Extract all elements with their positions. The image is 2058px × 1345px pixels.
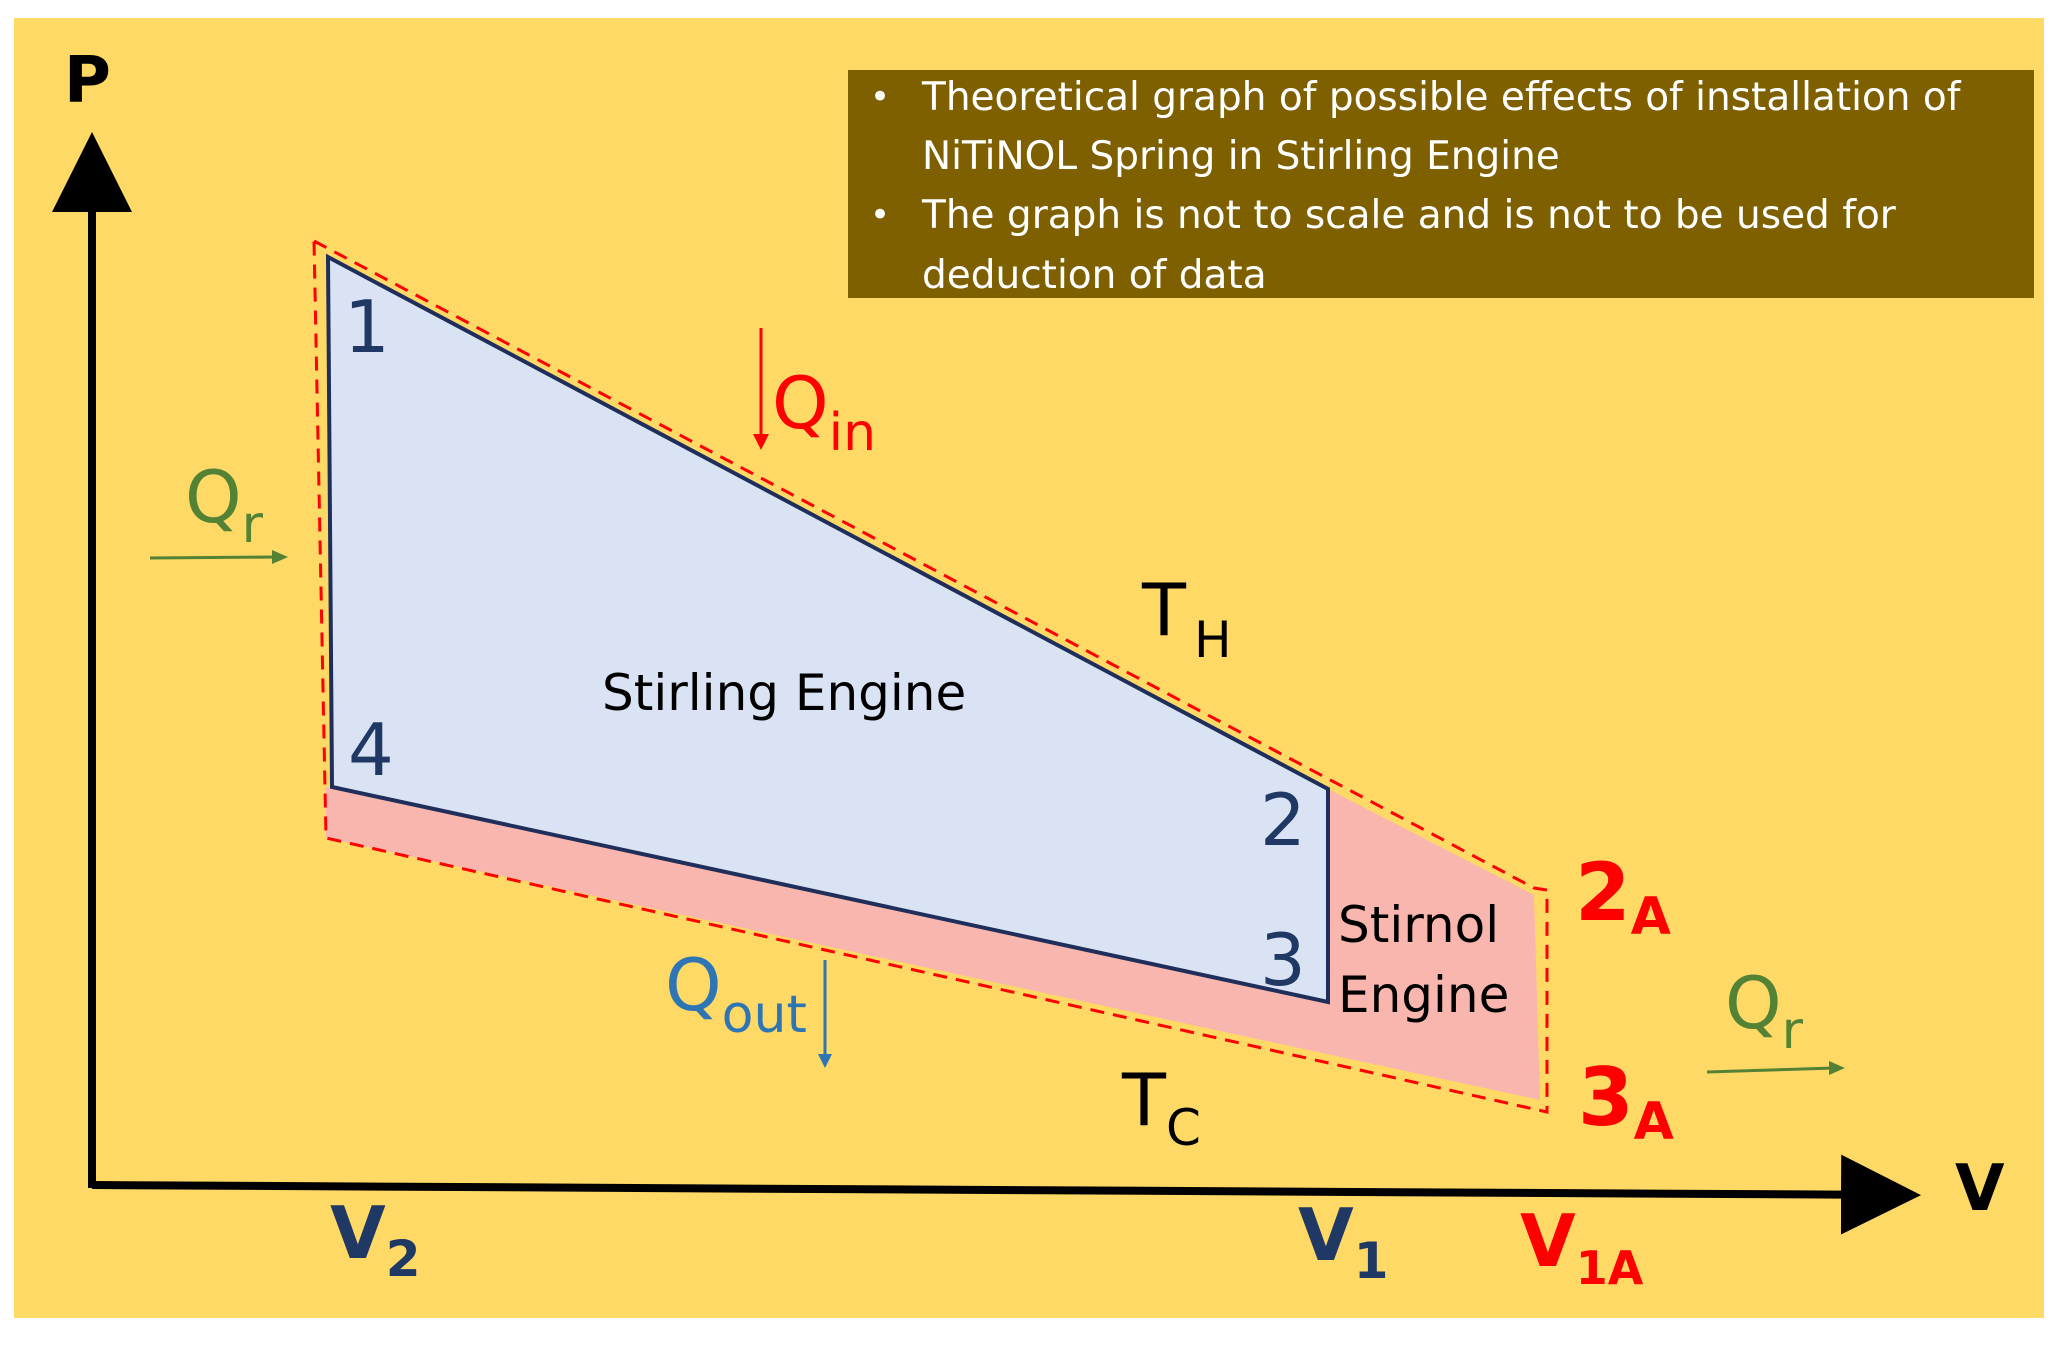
t-c-label: TC [1121,1058,1201,1157]
note-bullet-2: • [870,195,890,235]
v1a-label: V1A [1520,1199,1644,1295]
stirnol-engine-label-line1: Stirnol [1338,896,1499,954]
point-3-label: 3 [1260,918,1306,1002]
q-r-left-label: Qr [185,455,264,555]
v2-label: V2 [330,1191,421,1288]
point-2-label: 2 [1260,778,1306,862]
q-r-left-arrow-head [272,550,288,564]
v-axis [91,1154,1921,1235]
note-bullet-1: • [870,77,890,117]
q-out-arrow-head [818,1054,832,1068]
p-axis-label: P [64,44,111,118]
note-line-2: NiTiNOL Spring in Stirling Engine [922,134,1560,179]
note-box [848,70,2034,298]
q-r-right-arrow-head [1829,1061,1845,1075]
stirnol-engine-label-line2: Engine [1338,966,1509,1024]
v-axis-label: V [1955,1152,2005,1226]
point-4-label: 4 [348,708,394,792]
q-out-label: Qout [665,943,807,1045]
q-r-right-arrow-shaft [1706,1066,1836,1074]
stirling-engine-label: Stirling Engine [602,664,966,722]
point-2a-label: 2A [1575,846,1671,947]
note-line-4: deduction of data [922,253,1267,298]
point-3a-label: 3A [1578,1051,1674,1152]
note-line-1: Theoretical graph of possible effects of… [921,75,1962,120]
note-line-3: The graph is not to scale and is not to … [921,193,1897,238]
point-1-label: 1 [344,285,390,369]
v1-label: V1 [1298,1193,1389,1290]
stirnol-cycle-outline [312,239,1549,1114]
q-in-label: Qin [772,361,876,463]
q-in-arrow-head [753,434,769,450]
q-r-left-arrow-shaft [149,555,279,560]
q-r-right-label: Qr [1725,961,1804,1061]
stirnol-region-lower [326,787,1540,1100]
stirling-cycle [325,253,1330,1005]
